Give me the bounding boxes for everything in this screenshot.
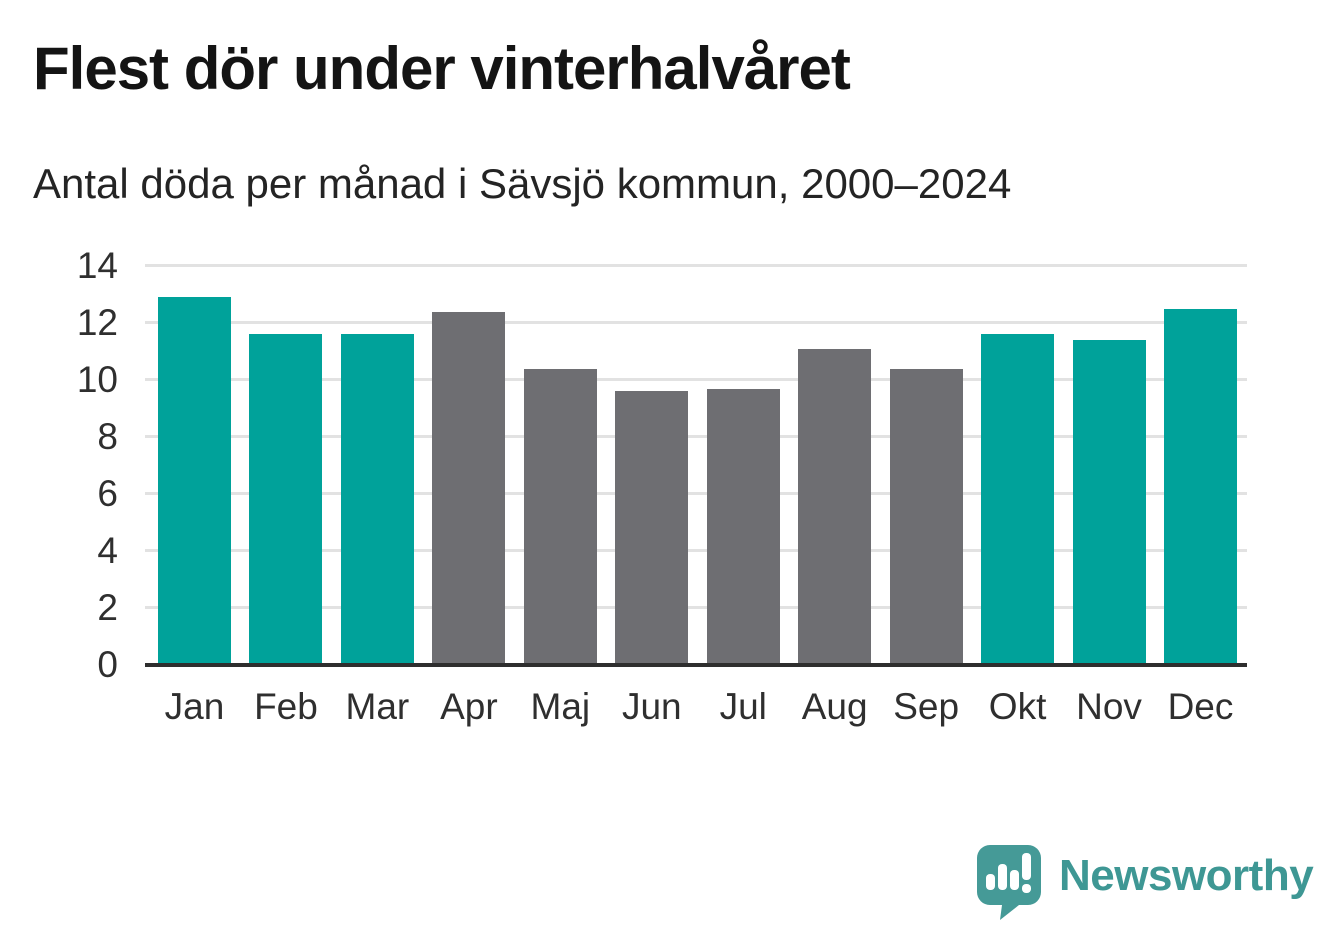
bar-maj: [523, 368, 597, 665]
bar-feb: [249, 334, 323, 665]
x-axis-label-maj: Maj: [530, 686, 591, 727]
x-axis-label-feb: Feb: [254, 686, 318, 727]
newsworthy-wordmark: Newsworthy: [1059, 851, 1314, 900]
y-axis-label-6: 6: [97, 473, 118, 514]
y-axis-label-12: 12: [76, 302, 118, 343]
x-axis-label-mar: Mar: [345, 686, 410, 727]
bar-okt: [981, 334, 1055, 665]
x-axis-label-okt: Okt: [988, 686, 1047, 727]
chart-subtitle: Antal döda per månad i Sävsjö kommun, 20…: [33, 160, 1012, 207]
gridline-6: [145, 492, 1247, 495]
y-axis-label-2: 2: [97, 587, 118, 628]
gridline-12: [145, 321, 1247, 324]
bar-mar: [340, 334, 414, 665]
y-axis-label-10: 10: [76, 359, 118, 400]
x-axis-label-jun: Jun: [621, 686, 682, 727]
newsworthy-logo-icon: [977, 845, 1041, 920]
bar-apr: [432, 311, 506, 665]
x-axis-label-jul: Jul: [719, 686, 767, 727]
x-axis-label-aug: Aug: [801, 686, 868, 727]
bar-dec: [1163, 308, 1237, 665]
bar-nov: [1072, 340, 1146, 665]
bar-series: [158, 266, 1237, 665]
gridline-2: [145, 606, 1247, 610]
y-axis-label-8: 8: [97, 416, 118, 457]
gridline-8: [145, 435, 1247, 439]
gridline-10: [145, 378, 1247, 381]
page-title: Flest dör under vinterhalvåret: [33, 35, 851, 102]
y-axis-label-0: 0: [97, 644, 118, 685]
gridline-4: [145, 549, 1247, 553]
y-axis-label-14: 14: [76, 245, 118, 286]
gridline-14: [145, 264, 1247, 267]
bar-jun: [615, 391, 689, 665]
x-axis-label-dec: Dec: [1167, 686, 1234, 727]
bar-jul: [706, 388, 780, 665]
bar-jan: [158, 297, 231, 665]
bar-aug: [798, 348, 872, 665]
y-axis-label-4: 4: [97, 530, 118, 571]
bar-sep: [889, 368, 963, 665]
x-axis-baseline: [145, 663, 1247, 667]
x-axis-label-sep: Sep: [893, 686, 960, 727]
plot-area: [145, 264, 1247, 667]
x-axis-label-apr: Apr: [440, 686, 498, 727]
x-axis-label-jan: Jan: [164, 686, 225, 727]
x-axis-labels: Jan Feb Mar Apr Maj Jun Jul Aug Sep Okt Nov Dec: [145, 686, 1247, 728]
newsworthy-logo: Newsworthy: [975, 843, 1314, 923]
x-axis-label-nov: Nov: [1076, 686, 1142, 727]
